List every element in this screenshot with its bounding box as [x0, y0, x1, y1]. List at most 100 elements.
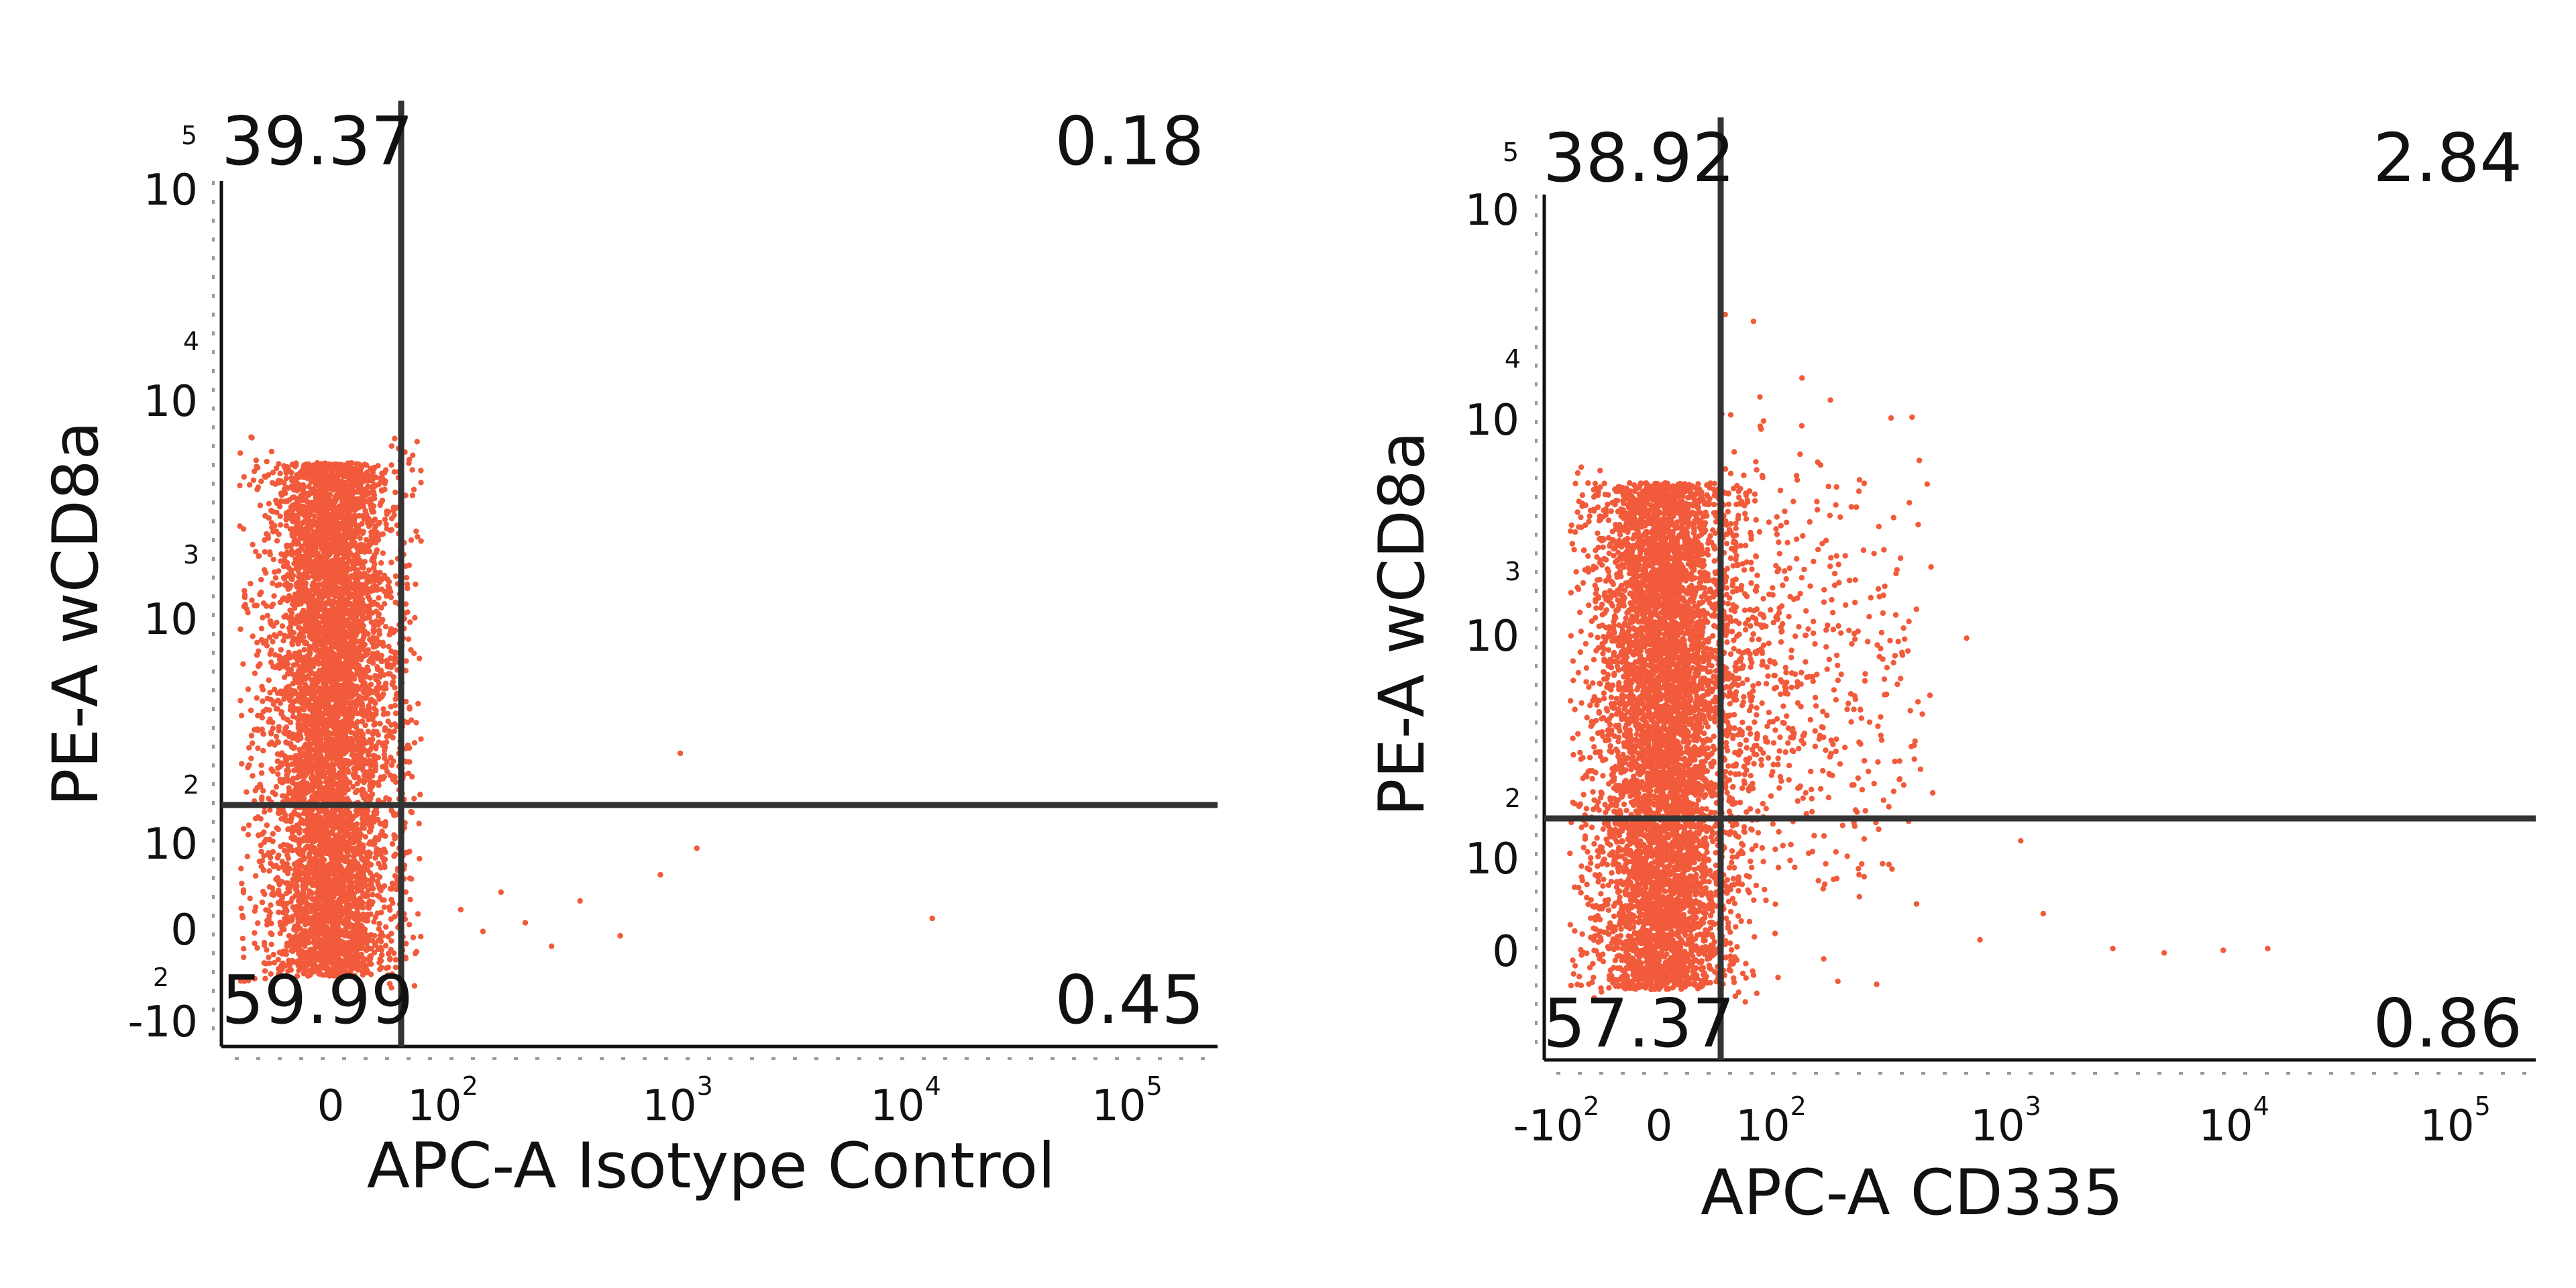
- event-dot: [299, 752, 306, 759]
- event-dot: [358, 951, 364, 958]
- event-dot: [388, 559, 394, 566]
- event-dot: [370, 651, 376, 657]
- event-dot: [360, 735, 366, 741]
- event-dot: [376, 920, 382, 927]
- event-dot: [366, 841, 372, 847]
- event-dot: [357, 462, 363, 469]
- event-dot: [307, 489, 314, 496]
- event-dot: [260, 614, 266, 621]
- event-dot: [350, 565, 357, 572]
- event-dot: [342, 757, 349, 764]
- event-dot: [370, 698, 377, 704]
- event-dot: [246, 482, 253, 488]
- event-dot: [371, 918, 377, 925]
- event-dot: [378, 488, 385, 494]
- event-dot: [260, 698, 266, 704]
- event-dot: [273, 733, 280, 740]
- event-dot: [252, 904, 259, 910]
- event-dot: [252, 873, 259, 879]
- event-dot: [337, 771, 343, 777]
- event-dot: [356, 523, 362, 529]
- event-dot: [354, 530, 360, 537]
- event-dot: [388, 885, 394, 892]
- event-dot: [388, 704, 394, 710]
- event-dot: [256, 553, 262, 559]
- event-dot: [350, 749, 356, 755]
- event-dot: [378, 604, 384, 611]
- event-dot: [383, 924, 389, 930]
- event-dot: [276, 582, 282, 588]
- event-dot: [408, 537, 415, 543]
- event-dot: [268, 902, 274, 908]
- event-dot: [382, 743, 388, 750]
- event-dot: [378, 774, 384, 780]
- event-dot: [378, 820, 385, 827]
- event-dot: [274, 619, 280, 626]
- event-dot: [269, 931, 275, 938]
- event-dot: [258, 625, 265, 632]
- event-dot: [377, 532, 383, 538]
- event-dot: [288, 514, 294, 521]
- event-dot: [270, 556, 276, 563]
- isotype-control-plot: 39.37 0.18 59.99 0.45 APC-A Isotype Cont…: [40, 101, 1218, 1203]
- event-dot: [311, 936, 317, 943]
- event-dot: [298, 858, 305, 864]
- event-dot: [275, 771, 281, 777]
- event-dot: [378, 619, 384, 625]
- event-dot: [250, 633, 256, 639]
- event-dot: [362, 570, 368, 577]
- event-dot: [379, 586, 385, 592]
- event-dot: [258, 770, 265, 776]
- event-dot: [351, 765, 357, 772]
- event-dot: [272, 481, 278, 487]
- event-dot: [287, 719, 294, 726]
- event-dot: [311, 838, 317, 844]
- event-dot: [349, 615, 355, 621]
- event-dot: [333, 687, 339, 693]
- event-dot: [372, 483, 378, 490]
- event-dot: [364, 945, 370, 951]
- event-dot: [255, 920, 261, 926]
- event-dot: [303, 790, 309, 796]
- event-dot: [283, 552, 289, 558]
- event-dot: [370, 873, 376, 880]
- event-dot: [309, 929, 315, 935]
- event-dot: [264, 822, 270, 828]
- event-dot: [288, 547, 294, 553]
- event-dot: [377, 673, 384, 679]
- event-dot: [380, 550, 386, 556]
- event-dot: [382, 943, 389, 949]
- event-dot: [354, 788, 361, 794]
- event-dot: [294, 912, 301, 919]
- event-dot: [382, 517, 388, 523]
- event-dot: [295, 677, 302, 684]
- event-dot: [262, 549, 268, 555]
- event-dot: [277, 470, 283, 476]
- event-dot: [257, 502, 264, 508]
- event-dot: [261, 809, 268, 815]
- event-dot: [377, 720, 383, 727]
- event-dot: [258, 478, 264, 484]
- event-dot: [248, 580, 254, 587]
- event-dot: [372, 721, 378, 728]
- event-dot: [264, 922, 270, 928]
- event-dot: [272, 575, 279, 581]
- event-dot: [376, 519, 383, 526]
- event-dot: [375, 780, 381, 786]
- event-dot: [333, 462, 339, 468]
- event-dot: [354, 503, 360, 510]
- event-dot: [284, 544, 290, 550]
- event-dot: [274, 500, 280, 506]
- event-dot: [277, 522, 284, 528]
- event-dot: [288, 667, 294, 673]
- event-dot: [370, 555, 376, 561]
- event-dot: [277, 630, 283, 637]
- event-dot: [268, 941, 274, 948]
- event-dot: [304, 574, 310, 581]
- event-dot: [355, 553, 361, 559]
- event-dot: [272, 791, 278, 798]
- event-dot: [337, 779, 343, 786]
- event-dot: [339, 739, 346, 745]
- event-dot: [354, 489, 361, 495]
- event-dot: [311, 602, 317, 609]
